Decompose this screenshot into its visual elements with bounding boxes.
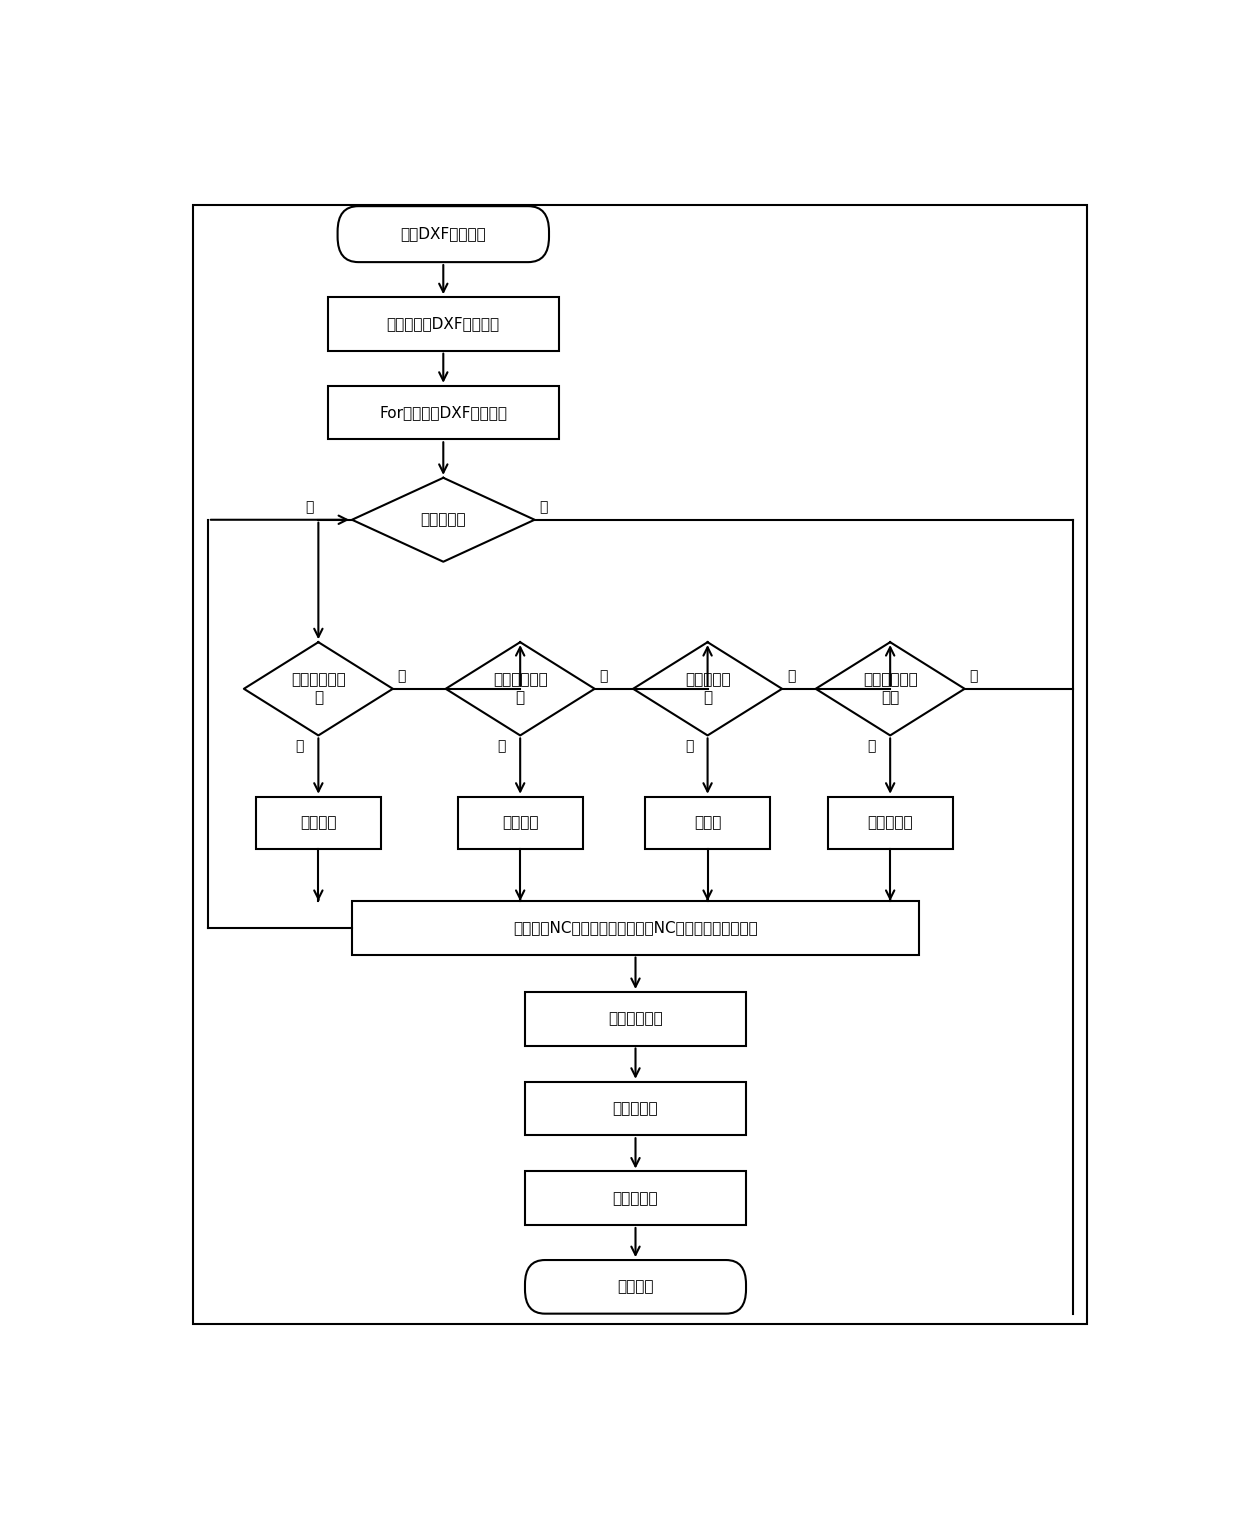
- Polygon shape: [244, 642, 393, 736]
- Text: 加工结束: 加工结束: [618, 1279, 653, 1294]
- Text: 直线解析: 直线解析: [300, 816, 336, 830]
- Text: 是: 是: [684, 739, 693, 752]
- Bar: [645, 796, 770, 849]
- Text: 实体是否为圆
弧: 实体是否为圆 弧: [492, 672, 548, 706]
- Text: 是: 是: [867, 739, 875, 752]
- Text: 否: 否: [970, 669, 978, 683]
- FancyBboxPatch shape: [337, 206, 549, 262]
- Bar: [458, 796, 583, 849]
- Text: 实体是否为直
线: 实体是否为直 线: [291, 672, 346, 706]
- Text: 开始加工命令: 开始加工命令: [608, 1011, 663, 1026]
- Text: 否: 否: [787, 669, 795, 683]
- Polygon shape: [816, 642, 965, 736]
- Text: 是否遍历完: 是否遍历完: [420, 512, 466, 527]
- Polygon shape: [445, 642, 595, 736]
- Text: 否: 否: [398, 669, 405, 683]
- Text: 载入DXF加工文件: 载入DXF加工文件: [401, 227, 486, 242]
- Text: For循环遍历DXF实体数组: For循环遍历DXF实体数组: [379, 406, 507, 419]
- Bar: [525, 1172, 746, 1225]
- Bar: [327, 297, 558, 351]
- Text: 是: 是: [539, 500, 548, 513]
- Text: 否: 否: [599, 669, 608, 683]
- Bar: [327, 386, 558, 439]
- Text: 实体是否为
圆: 实体是否为 圆: [684, 672, 730, 706]
- Text: 圆解析: 圆解析: [694, 816, 722, 830]
- Text: 解析器工作: 解析器工作: [613, 1101, 658, 1116]
- FancyBboxPatch shape: [525, 1260, 746, 1314]
- Text: 否: 否: [305, 500, 314, 513]
- Text: 是: 是: [295, 739, 304, 752]
- Text: 多段线解析: 多段线解析: [867, 816, 913, 830]
- Text: 是: 是: [497, 739, 506, 752]
- Text: 写入当前NC文件或者从当前非空NC文件下一行写入文件: 写入当前NC文件或者从当前非空NC文件下一行写入文件: [513, 921, 758, 936]
- Bar: [828, 796, 952, 849]
- Bar: [255, 796, 381, 849]
- Text: 驱动器工作: 驱动器工作: [613, 1190, 658, 1205]
- Bar: [525, 1081, 746, 1136]
- Text: 文件处理为DXF实体数组: 文件处理为DXF实体数组: [387, 316, 500, 332]
- Bar: [525, 992, 746, 1046]
- Text: 实体是否为多
段线: 实体是否为多 段线: [863, 672, 918, 706]
- Text: 圆弧解析: 圆弧解析: [502, 816, 538, 830]
- Polygon shape: [352, 478, 534, 562]
- Polygon shape: [634, 642, 782, 736]
- Bar: [352, 901, 919, 955]
